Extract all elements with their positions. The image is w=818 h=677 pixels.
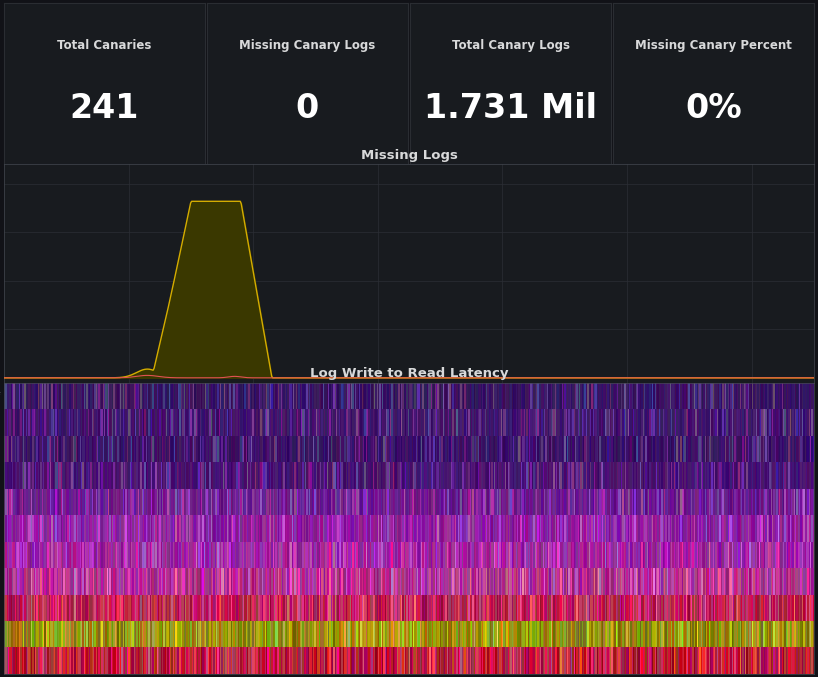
Text: Total Canary Logs: Total Canary Logs xyxy=(452,39,569,52)
Text: 241: 241 xyxy=(70,91,139,125)
Text: Total Canaries: Total Canaries xyxy=(57,39,151,52)
Text: Missing Canary Logs: Missing Canary Logs xyxy=(240,39,375,52)
Title: Log Write to Read Latency: Log Write to Read Latency xyxy=(310,367,508,380)
Text: Missing Canary Percent: Missing Canary Percent xyxy=(635,39,792,52)
Title: Missing Logs: Missing Logs xyxy=(361,149,457,162)
Legend: Missing Entries %, WS Missing Entries %: Missing Entries %, WS Missing Entries % xyxy=(9,429,274,447)
Text: 0%: 0% xyxy=(685,91,742,125)
Text: 0: 0 xyxy=(296,91,319,125)
Text: 1.731 Mil: 1.731 Mil xyxy=(424,91,597,125)
